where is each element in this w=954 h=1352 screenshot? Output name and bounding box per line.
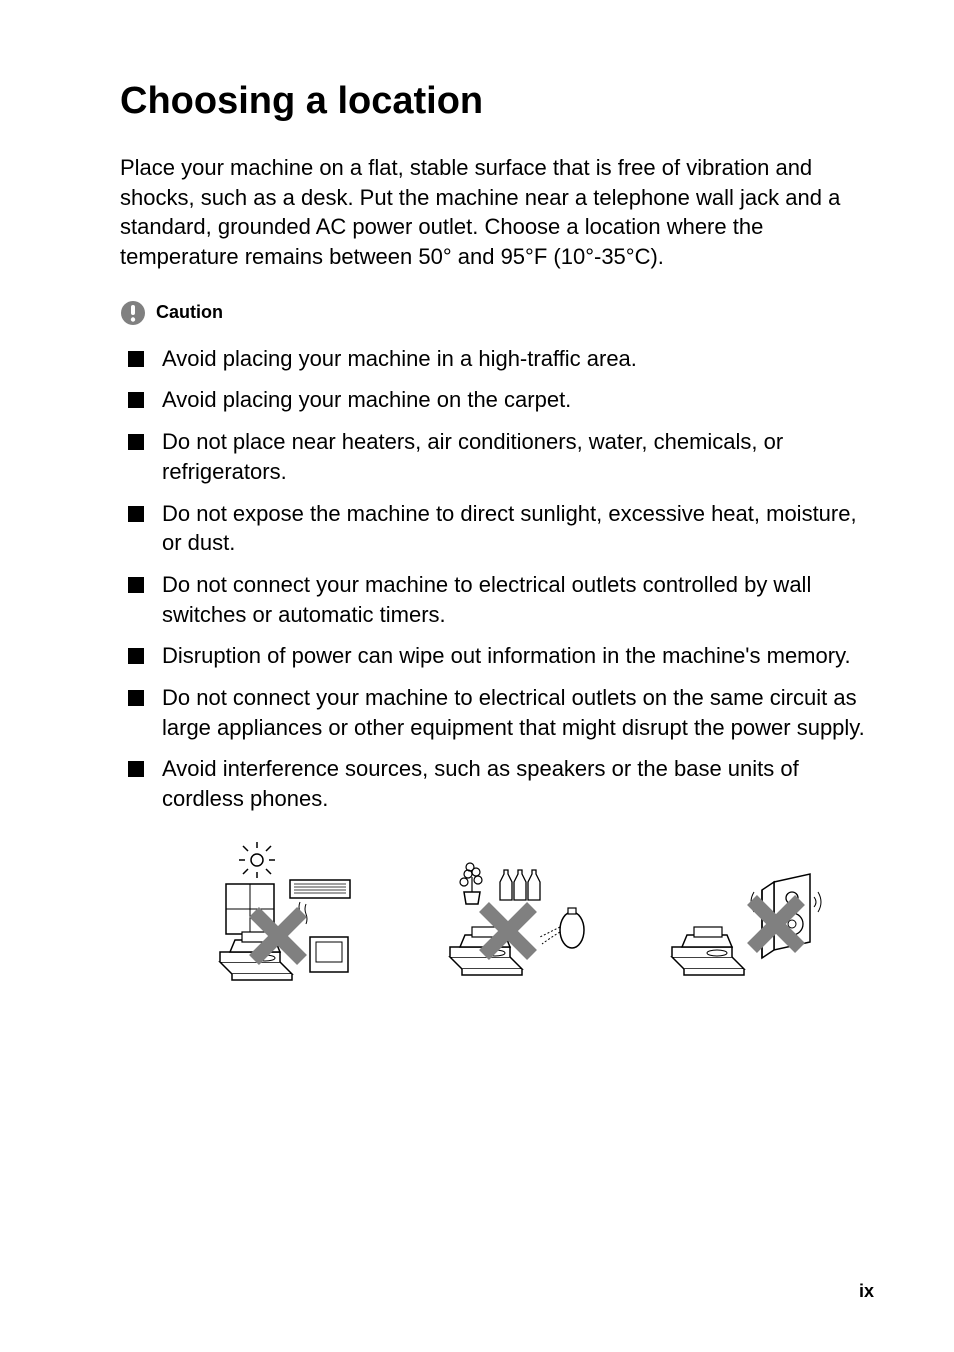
caution-icon: [120, 300, 146, 326]
caution-list: Avoid placing your machine in a high-tra…: [120, 344, 874, 814]
bullet-icon: [128, 648, 144, 664]
caution-label: Caution: [156, 302, 223, 323]
bullet-icon: [128, 690, 144, 706]
intro-paragraph: Place your machine on a flat, stable sur…: [120, 153, 874, 272]
list-item: Do not place near heaters, air condition…: [128, 427, 874, 486]
bullet-icon: [128, 761, 144, 777]
list-item: Disruption of power can wipe out informa…: [128, 641, 874, 671]
list-item: Avoid placing your machine in a high-tra…: [128, 344, 874, 374]
list-item-text: Avoid interference sources, such as spea…: [162, 754, 874, 813]
list-item: Avoid placing your machine on the carpet…: [128, 385, 874, 415]
list-item: Do not expose the machine to direct sunl…: [128, 499, 874, 558]
list-item-text: Avoid placing your machine on the carpet…: [162, 385, 874, 415]
list-item-text: Do not expose the machine to direct sunl…: [162, 499, 874, 558]
list-item: Do not connect your machine to electrica…: [128, 683, 874, 742]
illustration-row: [120, 842, 874, 992]
illustration-sunlight: [202, 842, 372, 992]
bullet-icon: [128, 506, 144, 522]
list-item: Do not connect your machine to electrica…: [128, 570, 874, 629]
list-item: Avoid interference sources, such as spea…: [128, 754, 874, 813]
bullet-icon: [128, 351, 144, 367]
list-item-text: Disruption of power can wipe out informa…: [162, 641, 874, 671]
bullet-icon: [128, 392, 144, 408]
list-item-text: Avoid placing your machine in a high-tra…: [162, 344, 874, 374]
bullet-icon: [128, 577, 144, 593]
bullet-icon: [128, 434, 144, 450]
list-item-text: Do not connect your machine to electrica…: [162, 570, 874, 629]
page-title: Choosing a location: [120, 80, 874, 123]
list-item-text: Do not place near heaters, air condition…: [162, 427, 874, 486]
list-item-text: Do not connect your machine to electrica…: [162, 683, 874, 742]
illustration-water: [432, 842, 602, 992]
page-number: ix: [859, 1281, 874, 1302]
illustration-speaker: [662, 842, 832, 992]
caution-header: Caution: [120, 300, 874, 326]
